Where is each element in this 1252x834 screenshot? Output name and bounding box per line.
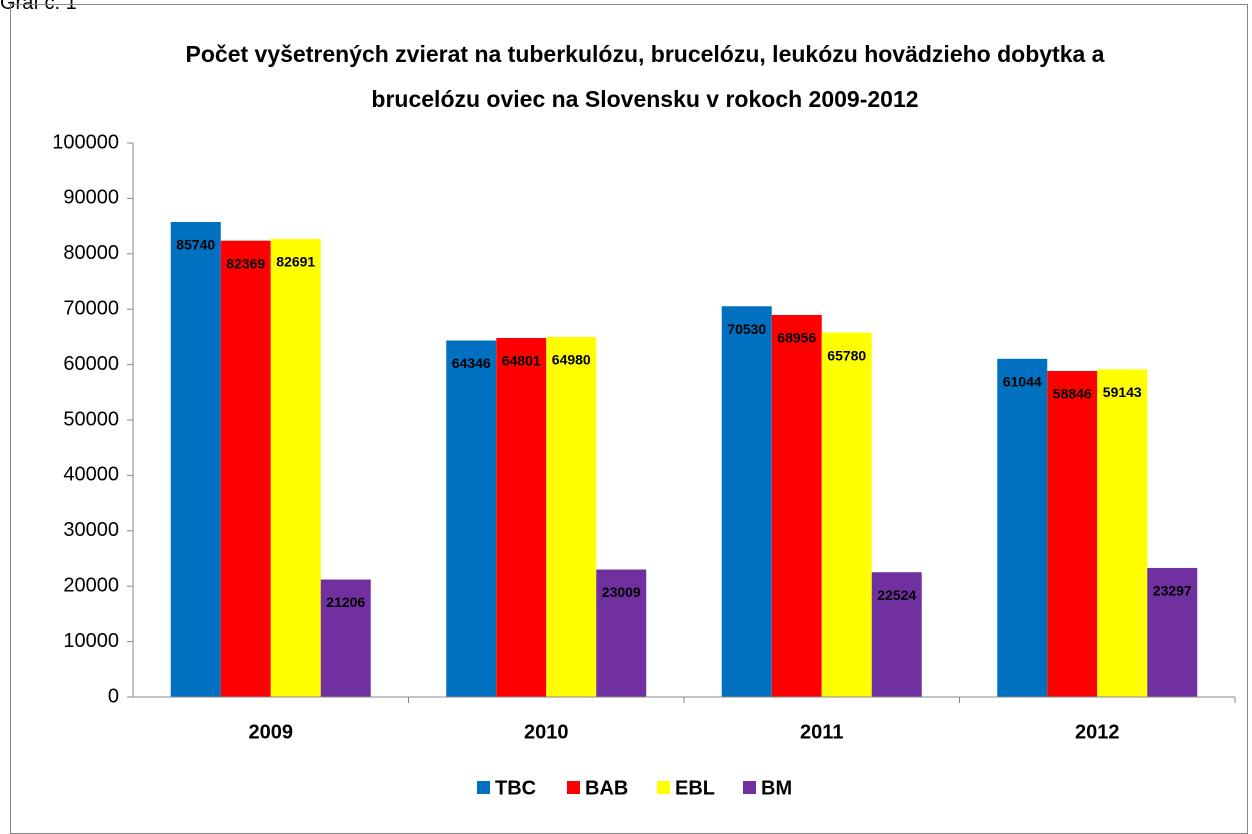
data-label: 22524 xyxy=(877,587,916,603)
data-label: 65780 xyxy=(827,347,866,363)
bar xyxy=(320,579,371,697)
legend-label: EBL xyxy=(675,777,715,799)
bar xyxy=(821,332,872,697)
bar xyxy=(771,314,822,697)
data-label: 64801 xyxy=(502,353,541,369)
bar xyxy=(270,238,321,698)
bar xyxy=(220,240,271,698)
bar xyxy=(1097,369,1148,697)
bar xyxy=(496,338,547,697)
x-tick-label: 2009 xyxy=(249,721,294,743)
y-tick-label: 60000 xyxy=(63,353,119,375)
data-label: 82691 xyxy=(276,254,315,270)
legend-label: BM xyxy=(761,777,792,799)
legend-swatch xyxy=(567,781,580,794)
bar xyxy=(170,222,221,697)
data-label: 70530 xyxy=(727,321,766,337)
y-tick-label: 0 xyxy=(108,685,119,707)
y-tick-label: 10000 xyxy=(63,630,119,652)
bar xyxy=(1047,370,1098,697)
data-label: 23297 xyxy=(1153,583,1192,599)
bar xyxy=(596,569,647,697)
y-tick-label: 50000 xyxy=(63,408,119,430)
x-tick-label: 2010 xyxy=(524,721,569,743)
data-label: 85740 xyxy=(176,237,215,253)
data-label: 82369 xyxy=(226,255,265,271)
legend-swatch xyxy=(657,781,670,794)
y-tick-label: 20000 xyxy=(63,574,119,596)
caption: Graf č. 1 xyxy=(0,0,77,14)
data-label: 64346 xyxy=(452,355,491,371)
bar xyxy=(446,340,497,697)
data-label: 61044 xyxy=(1003,374,1042,390)
data-label: 21206 xyxy=(326,594,365,610)
y-tick-label: 90000 xyxy=(63,187,119,209)
bar xyxy=(871,572,922,697)
x-tick-label: 2011 xyxy=(800,721,843,743)
legend-swatch xyxy=(477,781,490,794)
data-label: 58846 xyxy=(1053,386,1092,402)
y-tick-label: 40000 xyxy=(63,464,119,486)
data-label: 59143 xyxy=(1103,384,1142,400)
bar xyxy=(721,306,772,697)
bar xyxy=(546,337,597,697)
legend-label: TBC xyxy=(495,777,536,799)
y-tick-label: 100000 xyxy=(52,131,119,153)
data-label: 68956 xyxy=(777,330,816,346)
legend-label: BAB xyxy=(585,777,628,799)
y-tick-label: 30000 xyxy=(63,519,119,541)
bar xyxy=(997,358,1048,697)
y-tick-label: 80000 xyxy=(63,242,119,264)
chart-title: Počet vyšetrených zvierat na tuberkulózu… xyxy=(185,41,1105,112)
x-tick-label: 2012 xyxy=(1075,721,1120,743)
bar xyxy=(1147,567,1198,697)
y-tick-label: 70000 xyxy=(63,297,119,319)
legend-swatch xyxy=(743,781,756,794)
data-label: 64980 xyxy=(552,352,591,368)
data-label: 23009 xyxy=(602,584,641,600)
